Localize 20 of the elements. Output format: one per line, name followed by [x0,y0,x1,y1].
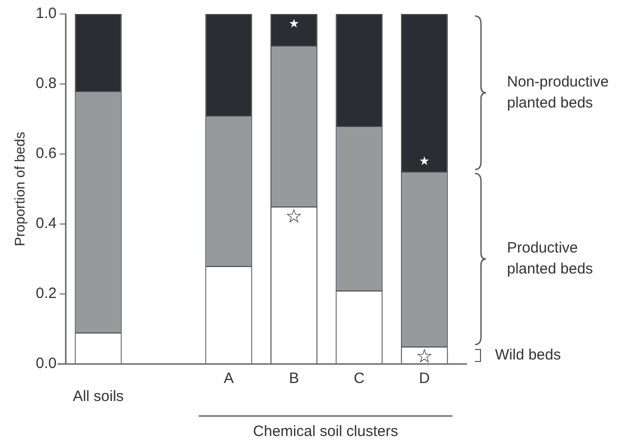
annotation: ★ [288,16,300,30]
y-tick-label: 0.4 [36,215,57,232]
x-tick-label: B [288,370,299,388]
text: Non-productive planted beds [507,73,609,112]
x-tick-label: A [224,370,234,388]
y-axis-title: Proportion of beds [11,132,28,246]
text: Wild beds [495,346,561,364]
x-tick-label: All soils [72,388,124,406]
annotation: ☆ [416,346,433,368]
y-tick-label: 1.0 [36,5,57,22]
x-tick-label: C [354,370,365,388]
annotation: ☆ [285,206,302,228]
x-tick-label: D [418,370,430,388]
y-tick-label: 0.2 [36,285,57,302]
text: Productive planted beds [507,240,593,278]
y-tick-label: 0.8 [36,75,57,92]
x-axis-title: Chemical soil clusters [253,423,398,440]
y-tick-label: 0.0 [36,355,57,372]
annotation: ★ [419,154,430,168]
y-tick-label: 0.6 [36,145,57,162]
